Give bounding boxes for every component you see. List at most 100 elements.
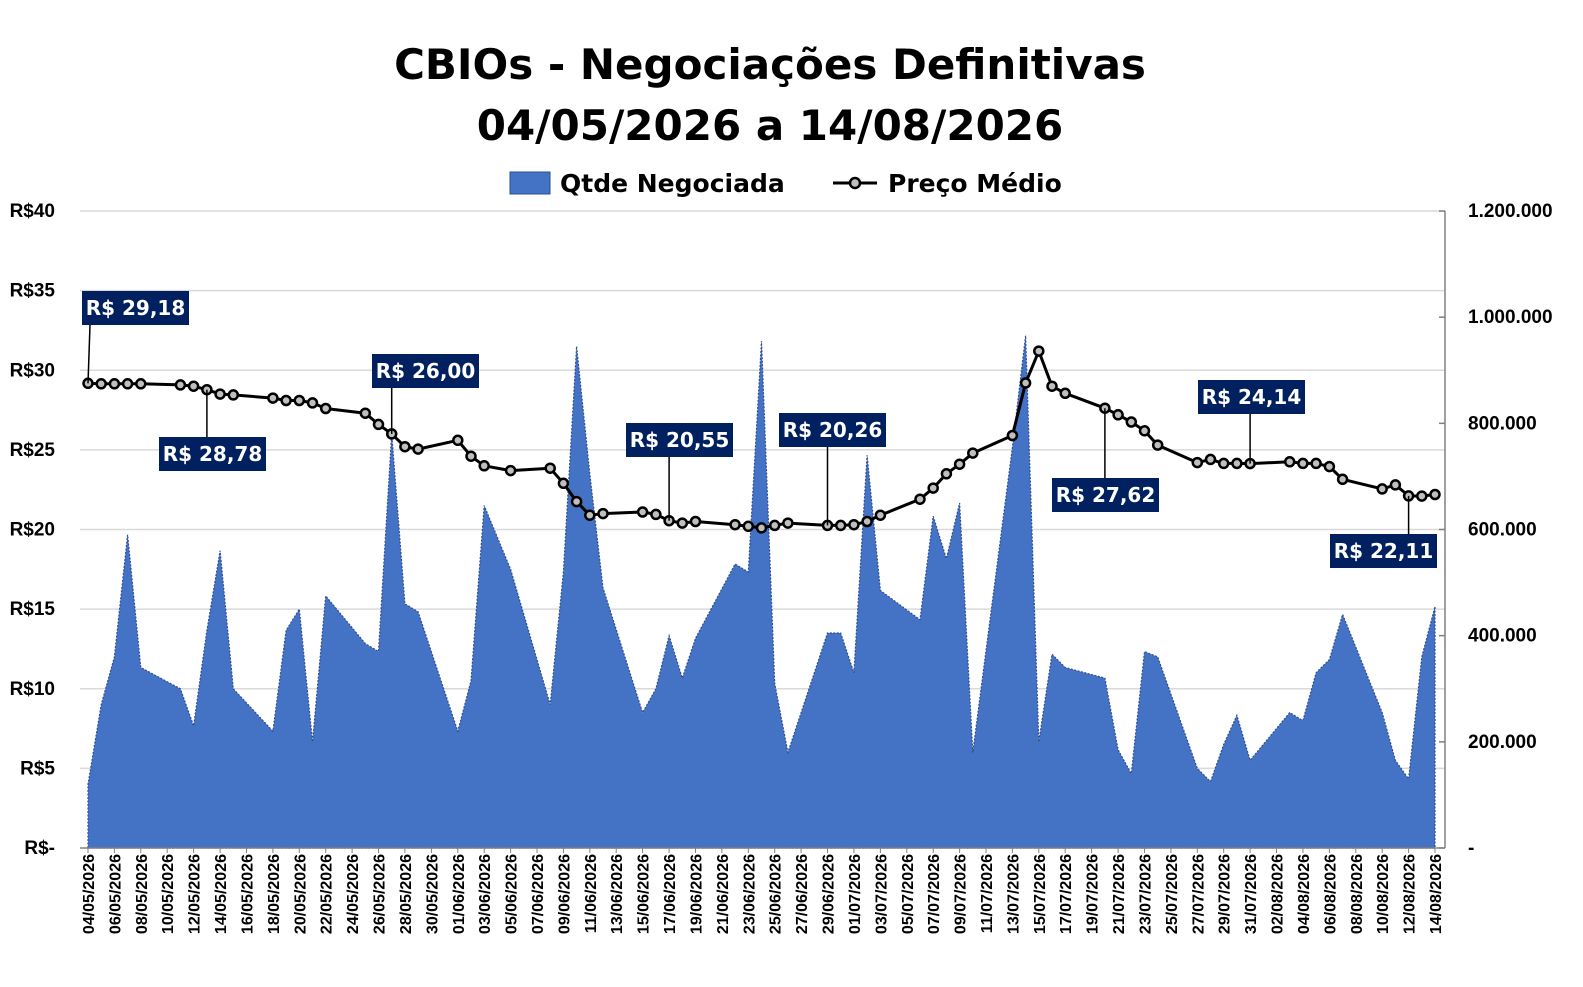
price-marker — [1283, 456, 1296, 468]
x-axis: 04/05/2026 06/05/2026 08/05/2026 10/05/2026… — [81, 848, 1445, 934]
x-tick-label: 12/08/2026 — [1402, 854, 1419, 934]
x-tick-label: 04/08/2026 — [1296, 854, 1313, 934]
y-left-tick-label: R$35 — [10, 281, 56, 302]
y-right-tick-label: 400.000 — [1468, 626, 1537, 647]
price-marker — [1416, 490, 1428, 502]
x-tick-label: 13/07/2026 — [1005, 854, 1022, 934]
x-tick-label: 19/07/2026 — [1085, 854, 1102, 934]
price-marker — [359, 407, 372, 419]
legend-label-preco: Preço Médio — [888, 169, 1062, 198]
price-marker — [914, 493, 926, 505]
price-marker — [1191, 456, 1204, 469]
x-tick-label: 25/06/2026 — [768, 854, 785, 934]
y-left-tick-label: R$- — [24, 838, 55, 859]
callout-label: R$ 29,18 — [86, 296, 186, 320]
price-marker — [676, 517, 689, 529]
x-tick-label: 25/07/2026 — [1164, 854, 1181, 934]
x-tick-label: 08/08/2026 — [1349, 854, 1366, 934]
x-tick-label: 11/06/2026 — [583, 854, 600, 933]
x-tick-label: 31/07/2026 — [1243, 854, 1260, 934]
price-marker — [1217, 457, 1230, 470]
callout-label: R$ 24,14 — [1202, 385, 1302, 409]
y-left-tick-label: R$15 — [10, 599, 56, 620]
price-marker — [108, 378, 121, 390]
price-marker — [121, 378, 134, 390]
price-marker — [636, 506, 649, 518]
price-marker — [1231, 457, 1243, 470]
x-tick-label: 05/07/2026 — [900, 854, 917, 934]
x-tick-label: 12/05/2026 — [187, 854, 204, 934]
y-left-tick-label: R$25 — [10, 440, 56, 461]
price-marker — [848, 518, 860, 531]
price-marker — [504, 464, 517, 477]
callout-box — [779, 413, 886, 447]
x-tick-label: 03/07/2026 — [873, 854, 890, 934]
price-marker — [544, 462, 556, 474]
price-marker — [1336, 473, 1349, 486]
price-marker — [1125, 416, 1138, 428]
y-right-tick-label: 200.000 — [1468, 732, 1537, 753]
area-series-qtde — [87, 335, 1436, 849]
right-axis: - 200.000 400.000 600.000 800.000 1.000.000 1.… — [1439, 201, 1553, 859]
x-tick-label: 27/07/2026 — [1190, 854, 1207, 934]
price-marker — [174, 379, 187, 391]
price-marker — [570, 495, 583, 508]
price-marker — [1033, 345, 1045, 357]
x-tick-label: 20/05/2026 — [292, 854, 309, 934]
callout-label: R$ 20,55 — [630, 428, 730, 452]
price-marker — [755, 522, 768, 534]
x-tick-label: 09/07/2026 — [953, 854, 970, 934]
x-tick-label: 17/06/2026 — [662, 854, 679, 934]
x-tick-label: 26/05/2026 — [372, 854, 389, 934]
price-marker — [306, 397, 319, 409]
price-marker — [1059, 387, 1071, 400]
callout-box — [82, 291, 189, 325]
callouts: R$ 29,18 R$ 28,78 R$ 26,00 R$ 20,55 R$ 20,26… — [82, 291, 1437, 568]
price-marker — [412, 443, 424, 455]
x-tick-label: 30/05/2026 — [424, 854, 441, 934]
price-marker — [557, 477, 570, 490]
x-tick-label: 17/07/2026 — [1058, 854, 1075, 934]
x-tick-label: 15/07/2026 — [1032, 854, 1049, 934]
callout-label: R$ 27,62 — [1056, 483, 1156, 507]
x-tick-label: 23/06/2026 — [741, 854, 758, 934]
x-tick-label: 18/05/2026 — [266, 854, 283, 934]
price-marker — [1112, 409, 1124, 421]
callout-box — [1198, 380, 1305, 414]
price-marker — [689, 515, 702, 528]
price-marker — [874, 509, 887, 521]
price-marker — [187, 380, 200, 392]
callout-label: R$ 28,78 — [163, 442, 263, 466]
x-tick-label: 13/06/2026 — [609, 854, 626, 934]
x-tick-label: 29/06/2026 — [821, 854, 838, 934]
price-marker — [1376, 483, 1388, 495]
callout-box — [1052, 478, 1159, 512]
x-tick-label: 29/07/2026 — [1217, 854, 1234, 934]
legend: Qtde Negociada Preço Médio — [509, 169, 1062, 198]
y-right-tick-label: - — [1468, 838, 1474, 859]
price-marker — [372, 418, 385, 431]
chart-title: CBIOs - Negociações Definitivas — [394, 40, 1146, 89]
x-tick-label: 22/05/2026 — [319, 854, 336, 934]
price-marker — [729, 518, 741, 531]
price-marker — [95, 378, 107, 390]
y-left-tick-label: R$5 — [20, 758, 55, 779]
axis-lines — [80, 211, 1446, 849]
x-tick-label: 01/06/2026 — [451, 854, 468, 934]
x-tick-label: 03/06/2026 — [477, 854, 494, 934]
legend-label-qtde: Qtde Negociada — [560, 169, 785, 198]
price-marker — [1389, 479, 1402, 491]
price-marker — [1138, 425, 1151, 437]
price-marker — [1323, 460, 1336, 473]
x-tick-label: 24/05/2026 — [345, 854, 362, 934]
price-marker — [280, 394, 292, 407]
x-tick-label: 16/05/2026 — [240, 854, 257, 934]
x-tick-label: 28/05/2026 — [398, 854, 415, 934]
callout-label: R$ 20,26 — [783, 418, 883, 442]
callout-box — [159, 437, 266, 471]
y-left-tick-label: R$40 — [10, 201, 55, 222]
price-marker — [1297, 457, 1309, 470]
price-marker — [267, 392, 279, 404]
price-marker — [452, 434, 464, 447]
y-right-tick-label: 1.200.000 — [1468, 201, 1553, 222]
